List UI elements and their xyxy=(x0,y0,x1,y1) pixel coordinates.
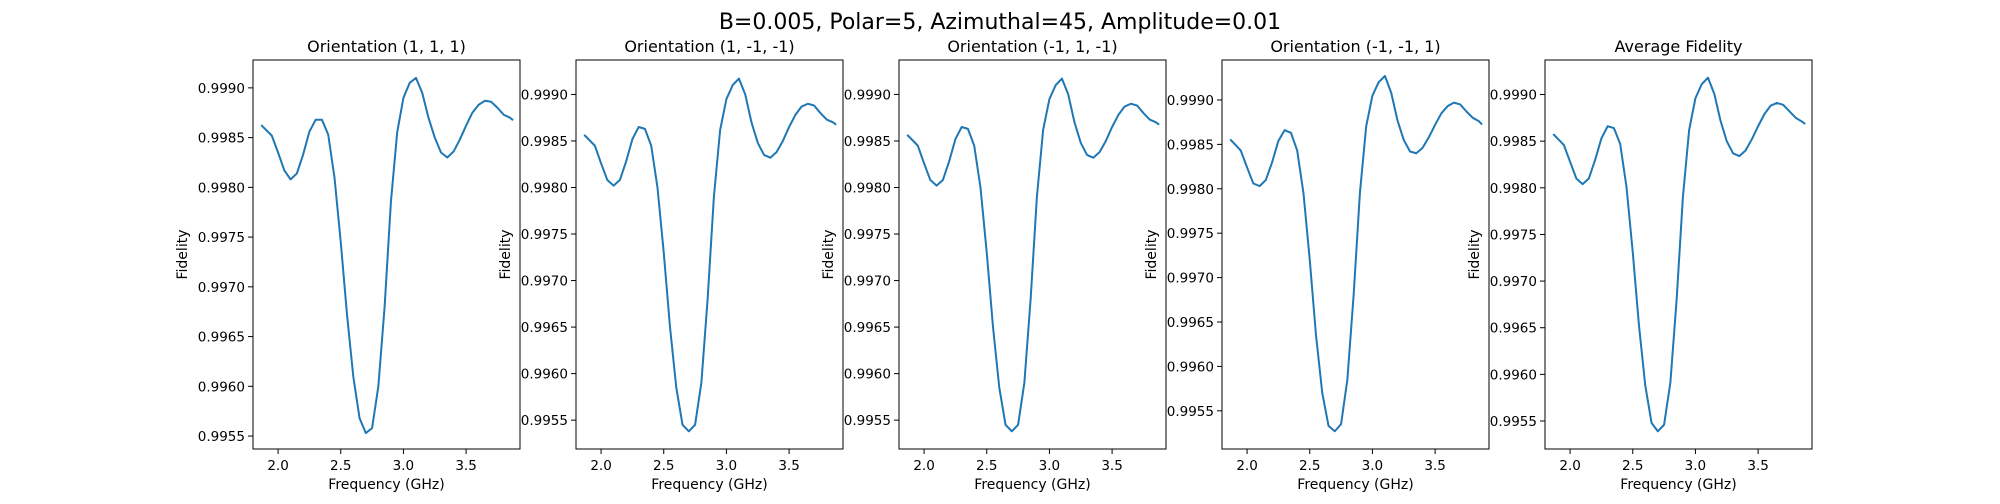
y-tick-label: 0.9970 xyxy=(844,274,891,290)
y-tick-label: 0.9985 xyxy=(1490,134,1537,150)
y-tick-label: 0.9970 xyxy=(521,274,568,290)
x-tick-label: 3.5 xyxy=(1101,458,1122,474)
y-tick-label: 0.9960 xyxy=(1167,359,1214,375)
y-tick-label: 0.9985 xyxy=(1167,137,1214,153)
x-tick-label: 3.0 xyxy=(1362,458,1383,474)
y-tick-label: 0.9965 xyxy=(1167,315,1214,331)
x-axis-label: Frequency (GHz) xyxy=(1297,477,1413,493)
y-tick-label: 0.9990 xyxy=(521,87,568,103)
y-tick-label: 0.9960 xyxy=(198,379,245,395)
y-tick-label: 0.9965 xyxy=(844,320,891,336)
x-tick-label: 3.5 xyxy=(1747,458,1768,474)
y-tick-label: 0.9985 xyxy=(844,134,891,150)
subplot-4: Orientation (-1, -1, 1) 2.0 2.5 3.0 3.5 0.995… xyxy=(1144,37,1490,493)
y-axis-label: Fidelity xyxy=(1467,230,1483,280)
x-tick-label: 2.0 xyxy=(1559,458,1580,474)
plot-frame xyxy=(575,59,844,450)
plot-frame xyxy=(252,59,521,450)
subplot-title: Orientation (-1, -1, 1) xyxy=(1270,37,1440,56)
y-axis-label: Fidelity xyxy=(498,230,514,280)
x-tick-label: 2.5 xyxy=(653,458,674,474)
y-tick-label: 0.9965 xyxy=(1490,321,1537,337)
y-tick-label: 0.9985 xyxy=(521,134,568,150)
figure-suptitle: B=0.005, Polar=5, Azimuthal=45, Amplitud… xyxy=(719,10,1281,35)
y-tick-label: 0.9980 xyxy=(521,180,568,196)
y-tick-label: 0.9955 xyxy=(1490,414,1537,430)
plot-frame xyxy=(1544,59,1813,450)
x-tick-label: 2.0 xyxy=(913,458,934,474)
subplot-title: Orientation (-1, 1, -1) xyxy=(947,37,1117,56)
x-axis-label: Frequency (GHz) xyxy=(328,477,444,493)
y-tick-label: 0.9955 xyxy=(844,413,891,429)
y-tick-label: 0.9970 xyxy=(1490,274,1537,290)
x-axis-label: Frequency (GHz) xyxy=(651,477,767,493)
x-tick-label: 3.0 xyxy=(716,458,737,474)
y-tick-label: 0.9965 xyxy=(521,320,568,336)
y-tick-label: 0.9990 xyxy=(198,81,245,97)
y-tick-label: 0.9975 xyxy=(1490,227,1537,243)
subplot-5: Average Fidelity 2.0 2.5 3.0 3.5 0.9955 0.9960… xyxy=(1467,37,1813,493)
x-tick-label: 2.0 xyxy=(267,458,288,474)
y-tick-label: 0.9970 xyxy=(198,280,245,296)
y-tick-label: 0.9955 xyxy=(521,413,568,429)
y-tick-label: 0.9975 xyxy=(844,227,891,243)
subplot-3: Orientation (-1, 1, -1) 2.0 2.5 3.0 3.5 0.995… xyxy=(821,37,1167,493)
y-tick-label: 0.9975 xyxy=(198,230,245,246)
series-line-1 xyxy=(583,77,837,433)
x-tick-label: 3.5 xyxy=(778,458,799,474)
y-tick-label: 0.9955 xyxy=(1167,404,1214,420)
y-axis-label: Fidelity xyxy=(175,230,191,280)
series-line-1 xyxy=(1552,76,1806,433)
x-tick-label: 3.5 xyxy=(455,458,476,474)
subplot-title: Orientation (1, -1, -1) xyxy=(624,37,794,56)
x-axis-label: Frequency (GHz) xyxy=(974,477,1090,493)
y-tick-label: 0.9990 xyxy=(1490,88,1537,104)
series-line-1 xyxy=(906,77,1160,433)
y-axis-label: Fidelity xyxy=(821,230,837,280)
y-tick-label: 0.9970 xyxy=(1167,271,1214,287)
plot-frame xyxy=(898,59,1167,450)
y-tick-label: 0.9985 xyxy=(198,131,245,147)
y-tick-label: 0.9955 xyxy=(198,429,245,445)
y-tick-label: 0.9980 xyxy=(198,180,245,196)
x-tick-label: 2.0 xyxy=(590,458,611,474)
y-tick-label: 0.9965 xyxy=(198,330,245,346)
y-tick-label: 0.9975 xyxy=(1167,226,1214,242)
y-tick-label: 0.9960 xyxy=(844,367,891,383)
subplot-title: Orientation (1, 1, 1) xyxy=(307,37,466,56)
y-tick-label: 0.9990 xyxy=(1167,93,1214,109)
y-axis-label: Fidelity xyxy=(1144,230,1160,280)
y-tick-label: 0.9990 xyxy=(844,87,891,103)
subplot-title: Average Fidelity xyxy=(1615,37,1743,56)
x-tick-label: 2.5 xyxy=(330,458,351,474)
y-tick-label: 0.9960 xyxy=(1490,367,1537,383)
y-tick-label: 0.9975 xyxy=(521,227,568,243)
x-tick-label: 3.0 xyxy=(1685,458,1706,474)
series-line-1 xyxy=(1229,74,1483,433)
x-tick-label: 3.0 xyxy=(1039,458,1060,474)
y-tick-label: 0.9980 xyxy=(844,180,891,196)
x-tick-label: 3.5 xyxy=(1424,458,1445,474)
x-tick-label: 2.0 xyxy=(1236,458,1257,474)
x-axis-label: Frequency (GHz) xyxy=(1620,477,1736,493)
x-tick-label: 2.5 xyxy=(976,458,997,474)
plot-frame xyxy=(1221,59,1490,450)
x-tick-label: 2.5 xyxy=(1622,458,1643,474)
x-tick-label: 3.0 xyxy=(393,458,414,474)
y-tick-label: 0.9980 xyxy=(1490,181,1537,197)
subplot-1: Orientation (1, 1, 1) 2.0 2.5 3.0 3.5 0.9955 0… xyxy=(175,37,521,493)
series-line-1 xyxy=(260,76,514,435)
y-tick-label: 0.9980 xyxy=(1167,182,1214,198)
x-tick-label: 2.5 xyxy=(1299,458,1320,474)
subplot-2: Orientation (1, -1, -1) 2.0 2.5 3.0 3.5 0.995… xyxy=(498,37,844,493)
y-tick-label: 0.9960 xyxy=(521,367,568,383)
